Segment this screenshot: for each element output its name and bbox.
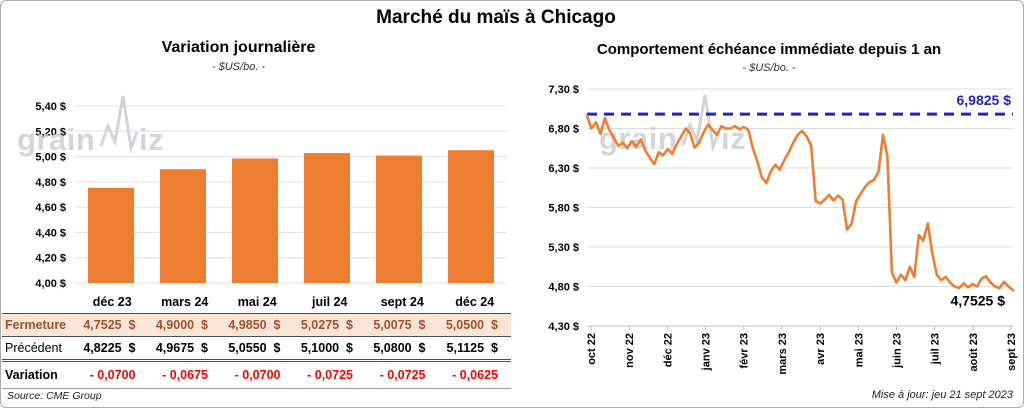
table-cell: 5,0550 $ <box>221 337 294 362</box>
line-chart-title: Comportement échéance immédiate depuis 1… <box>596 41 942 58</box>
table-cell: - 0,0700 <box>76 362 149 389</box>
y-axis-tick-label: 7,30 $ <box>548 84 579 96</box>
x-axis-tick-label: mai 23 <box>853 333 865 367</box>
y-axis-tick-label: 4,80 $ <box>35 177 66 189</box>
table-corner-cell <box>2 292 76 313</box>
page-title: Marché du maïs à Chicago <box>376 7 616 28</box>
table-cell: 5,1125 $ <box>438 337 511 362</box>
reference-line-label: 6,9825 $ <box>957 92 1012 108</box>
x-axis-tick-label: nov 22 <box>624 333 636 368</box>
x-axis-tick-label: sept 23 <box>1006 333 1018 371</box>
table-cell: 5,0275 $ <box>293 313 366 337</box>
table-cell: 5,0075 $ <box>366 313 439 337</box>
x-axis-tick-label: juin 23 <box>891 333 903 369</box>
y-axis-tick-label: 4,40 $ <box>35 227 66 239</box>
watermark-text: iz <box>139 122 164 157</box>
y-axis-tick-label: 6,80 $ <box>548 124 579 136</box>
table-cell: 4,8225 $ <box>76 337 149 362</box>
y-axis-tick-label: 5,80 $ <box>548 203 579 215</box>
table-column-header: mars 24 <box>161 295 209 309</box>
y-axis-tick-label: 5,20 $ <box>35 126 66 138</box>
table-cell: 5,1000 $ <box>293 337 366 362</box>
table-cell: 5,0500 $ <box>438 313 511 337</box>
table-row-label: Variation <box>2 362 76 389</box>
x-axis-tick-label: mars 23 <box>777 333 789 375</box>
bar-chart-subtitle: - $US/bo. - <box>211 61 266 73</box>
watermark-text: grain <box>599 121 677 156</box>
table-row-label: Fermeture <box>2 313 76 337</box>
y-axis-tick-label: 4,30 $ <box>548 321 579 333</box>
y-axis-tick-label: 5,00 $ <box>35 152 66 164</box>
line-chart-subtitle: - $US/bo. - <box>742 62 796 74</box>
x-axis-tick-label: juil 23 <box>930 333 942 365</box>
x-axis-tick-label: janv 23 <box>701 333 713 371</box>
futures-table: déc 23 mars 24 mai 24 juil 24 sept 24 déc 24 F… <box>2 292 511 389</box>
table-cell: 4,9850 $ <box>221 313 294 337</box>
watermark-text: grain <box>17 122 95 157</box>
line-chart: 7,30 $ 6,80 $ 6,30 $ 5,80 $ 5,30 $ 4,80 $ 4,30… <box>548 84 1018 375</box>
bar <box>376 155 422 283</box>
y-axis-tick-label: 5,40 $ <box>35 101 66 113</box>
bar <box>88 187 134 283</box>
table-cell: - 0,0725 <box>293 362 366 389</box>
table-cell: - 0,0625 <box>438 362 511 389</box>
table-column-header: juil 24 <box>312 295 348 309</box>
table-cell: 5,0800 $ <box>366 337 439 362</box>
watermark-spark <box>99 95 139 154</box>
table-cell: - 0,0675 <box>148 362 221 389</box>
y-axis-tick-label: 4,00 $ <box>35 278 66 290</box>
source-note: Source: CME Group <box>7 390 102 402</box>
x-axis-tick-label: août 23 <box>968 333 980 372</box>
x-axis-tick-label: oct 22 <box>586 333 598 365</box>
price-line <box>585 114 1015 292</box>
table-cell: 4,7525 $ <box>76 313 149 337</box>
x-axis-tick-label: avr 23 <box>815 333 827 365</box>
bar-chart-title: Variation journalière <box>161 39 316 56</box>
table-column-header: déc 23 <box>92 295 132 309</box>
bar <box>160 169 206 283</box>
table-row-label: Précédent <box>2 337 76 362</box>
update-note: Mise à jour: jeu 21 sept 2023 <box>871 389 1013 401</box>
table-column-header: sept 24 <box>380 295 424 309</box>
bar-chart: 5,40 $ 5,20 $ 5,00 $ 4,80 $ 4,60 $ 4,40 $ 4,20… <box>17 95 507 290</box>
bar <box>304 153 350 283</box>
table-cell: 4,9675 $ <box>148 337 221 362</box>
table-cell: - 0,0700 <box>221 362 294 389</box>
watermark-spark <box>681 94 721 153</box>
table-cell: - 0,0725 <box>366 362 439 389</box>
bar <box>232 158 278 283</box>
y-axis-tick-label: 5,30 $ <box>548 242 579 254</box>
x-axis-tick-label: févr 23 <box>739 333 751 368</box>
bar <box>448 150 494 283</box>
y-axis-tick-label: 4,20 $ <box>35 253 66 265</box>
table-column-header: mai 24 <box>237 295 277 309</box>
y-axis-tick-label: 4,80 $ <box>548 282 579 294</box>
y-axis-tick-label: 4,60 $ <box>35 202 66 214</box>
x-axis-tick-label: déc 22 <box>662 333 674 367</box>
table-cell: 4,9000 $ <box>148 313 221 337</box>
table-column-header: déc 24 <box>455 295 495 309</box>
y-axis-tick-label: 6,30 $ <box>548 163 579 175</box>
last-price-label: 4,7525 $ <box>951 292 1006 308</box>
